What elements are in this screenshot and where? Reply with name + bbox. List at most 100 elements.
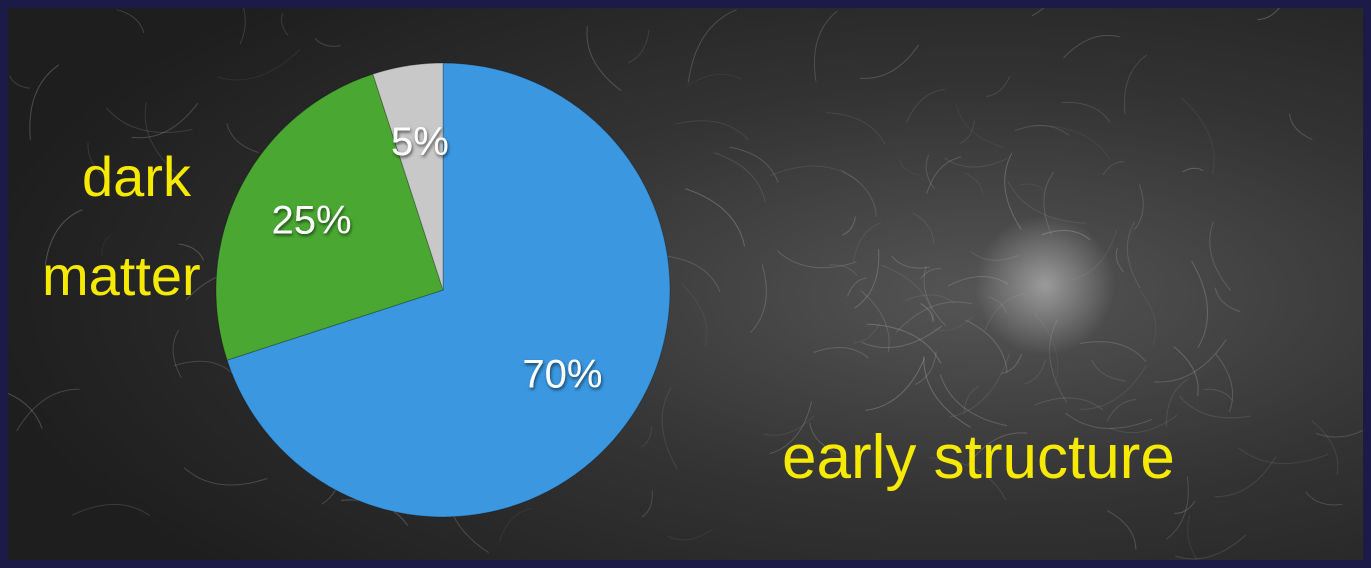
filament [1031, 8, 1045, 17]
pie: 70% 25% 5% [215, 62, 671, 518]
filament [1215, 353, 1234, 413]
filament [498, 507, 532, 542]
filament [964, 319, 1008, 373]
filament [852, 222, 881, 263]
filament [1305, 491, 1343, 506]
filament [912, 212, 935, 244]
filament [749, 264, 767, 334]
filament [1109, 414, 1178, 434]
filament [627, 29, 650, 64]
filament [1024, 358, 1047, 385]
filament [1140, 291, 1157, 346]
filament [939, 374, 1008, 427]
filament [840, 169, 877, 217]
filament [178, 243, 204, 261]
filament [1174, 501, 1196, 514]
filament [914, 351, 937, 385]
filament [217, 49, 301, 81]
filament [853, 323, 880, 344]
filament [172, 329, 182, 378]
annotation: early structure [782, 423, 1175, 492]
filament [865, 357, 926, 411]
filament [1014, 125, 1070, 137]
filament [944, 157, 1008, 168]
filament [1126, 222, 1141, 289]
filament [891, 255, 930, 269]
pie-slice [226, 62, 671, 518]
filament [586, 26, 622, 92]
filament [1165, 378, 1189, 427]
filament [641, 490, 653, 518]
filament [9, 75, 30, 89]
filament [1174, 534, 1247, 560]
filament [920, 303, 934, 322]
filament [881, 264, 935, 322]
filament [964, 172, 984, 196]
filament [1182, 167, 1203, 173]
filament [8, 393, 43, 429]
filament [949, 353, 1010, 418]
annotation: dark [82, 145, 192, 208]
filament [1091, 359, 1126, 382]
filament [713, 152, 766, 203]
filament [1311, 420, 1339, 475]
filament [1017, 183, 1045, 191]
filament [895, 301, 973, 333]
filament [847, 277, 867, 297]
filament [685, 188, 746, 247]
pie-slice [215, 73, 444, 361]
filament [963, 385, 980, 413]
data-label: 70% [522, 352, 602, 396]
filament [174, 360, 234, 375]
filament [1257, 8, 1280, 21]
filament [825, 112, 886, 145]
filament [923, 266, 946, 326]
filament [183, 467, 268, 486]
filament [71, 503, 151, 516]
filament [854, 249, 880, 309]
filament [1034, 397, 1104, 411]
filament [101, 235, 111, 255]
filament [866, 323, 942, 364]
filament [1238, 447, 1329, 465]
filament [1004, 153, 1022, 230]
filament [16, 388, 80, 432]
filament [813, 10, 838, 82]
filament [920, 268, 942, 279]
filament [1080, 341, 1147, 362]
filament [116, 9, 145, 34]
filament [165, 167, 184, 179]
filament [1061, 101, 1111, 123]
filament [144, 102, 179, 175]
filament [770, 165, 859, 182]
filament [665, 255, 721, 293]
filament [729, 146, 779, 183]
filament [933, 316, 974, 331]
filament [1214, 456, 1277, 498]
filament [226, 123, 259, 154]
filament [1187, 514, 1198, 560]
filament [1166, 476, 1189, 540]
filament [1065, 412, 1153, 429]
filament [1315, 429, 1363, 438]
filament [842, 216, 856, 236]
filament [829, 264, 858, 277]
filament [661, 387, 678, 470]
filament [1133, 184, 1144, 230]
filament [1123, 54, 1147, 115]
filament [959, 120, 976, 144]
annotation: matter [42, 244, 201, 307]
data-label: 25% [272, 199, 352, 243]
filament [687, 9, 737, 83]
filament [776, 250, 857, 269]
filament [44, 209, 83, 266]
filament [967, 432, 1028, 465]
filament [239, 8, 246, 45]
filament [813, 347, 869, 359]
filament [905, 88, 945, 124]
filament [667, 528, 713, 541]
filament [860, 44, 920, 79]
filament [861, 325, 943, 349]
filament [925, 154, 935, 190]
